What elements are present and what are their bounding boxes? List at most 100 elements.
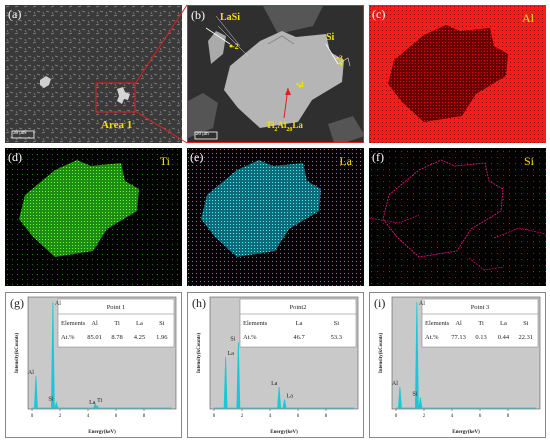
phase-label-si: Si	[326, 32, 335, 43]
panel-f-label: (f)	[372, 150, 384, 164]
table-header-cell: Ti	[114, 320, 120, 327]
x-tick-label: 6	[479, 414, 482, 419]
y-axis-label: Intensity(kCounts)	[197, 333, 202, 374]
result-table	[57, 298, 175, 348]
ti-map-image	[5, 148, 182, 286]
panel-d-ti-map: (d) Ti	[5, 148, 182, 286]
table-value-cell: 53.3	[331, 334, 342, 341]
x-tick-label: 4	[269, 414, 272, 419]
al-map-image	[369, 5, 546, 143]
table-value-cell: 85.01	[87, 334, 102, 341]
area-1-label: Area 1	[101, 119, 133, 131]
table-value-cell: 0.13	[475, 334, 486, 341]
x-axis-label: Energy(keV)	[88, 430, 116, 435]
spectrum-panel-3: Point 3 Elements Al Ti La Si At.% 77.13 0.13 0.44…	[369, 292, 546, 438]
x-tick-label: 2	[423, 414, 426, 419]
x-tick-label: 8	[507, 414, 510, 419]
table-value-cell: 4.25	[134, 334, 145, 341]
table-title: Point 3	[471, 304, 490, 311]
table-value-cell: At.%	[61, 334, 75, 341]
table-header-cell: Al	[455, 320, 462, 327]
table-value-cell: 77.13	[451, 334, 466, 341]
table-value-cell: 0.44	[498, 334, 510, 341]
panel-d-label: (d)	[8, 150, 22, 164]
spectrum-chart-2: Point2 Elements La Si At.% 46.7 53.3 Si La La La 0 2…	[197, 296, 359, 435]
peak-label: La	[271, 381, 278, 387]
peak-label: La	[89, 400, 96, 406]
element-label-la: La	[339, 154, 352, 168]
phase-label-lasi: LaSi	[220, 12, 241, 23]
x-tick-label: 2	[59, 414, 62, 419]
table-value-cell: At.%	[425, 334, 439, 341]
table-header-cell: La	[136, 320, 143, 327]
spectrum-trace	[396, 301, 536, 409]
spectrum-trace	[214, 342, 354, 409]
panel-a-label: (a)	[8, 7, 22, 21]
spectrum-panel-2: Point2 Elements La Si At.% 46.7 53.3 Si La La La 0 2…	[187, 292, 364, 438]
peak-label: Al	[419, 301, 425, 307]
panel-f-si-map: (f) Si	[369, 148, 546, 286]
peak-label: Si	[48, 397, 53, 403]
panel-b-label: (b)	[191, 8, 205, 22]
panel-b-sem-zoom: (b) LaSi Si -2 •3 • 1 Ti2Al20La 20 μm	[187, 5, 364, 143]
point-1-number: 1	[300, 80, 305, 89]
table-value-cell: 22.31	[518, 334, 533, 341]
peak-label: Al	[392, 381, 398, 387]
table-header-cell: Al	[91, 320, 98, 327]
table-header-cell: Si	[334, 320, 340, 327]
table-header-cell: Si	[523, 320, 529, 327]
phase-label-ti2al20la: Ti2Al20La	[266, 120, 303, 133]
point-1-label: • 1	[296, 80, 305, 89]
phase-la: La	[292, 120, 303, 130]
si-map-image	[369, 148, 546, 286]
spectrum-panel-label: (g)	[9, 296, 25, 311]
x-tick-label: 6	[297, 414, 300, 419]
table-value-cell: 1.96	[156, 334, 168, 341]
spectrum-panel-label: (h)	[191, 296, 207, 311]
table-header-cell: Si	[159, 320, 165, 327]
result-table	[421, 298, 539, 348]
table-value-cell: 8.78	[111, 334, 122, 341]
peak-label: Al	[28, 370, 34, 376]
scale-bar-a: 20 μm	[13, 131, 26, 136]
table-title: Point 1	[107, 304, 126, 311]
x-tick-label: 8	[143, 414, 146, 419]
element-label-al: Al	[522, 11, 534, 25]
point-2-label: -2	[232, 42, 239, 51]
panel-a-sem-overview: (a) Area 1 20 μm	[5, 5, 182, 143]
x-tick-label: 2	[241, 414, 244, 419]
table-header-cell: Elements	[425, 320, 450, 327]
table-value-cell: 46.7	[293, 334, 305, 341]
y-axis-label: Intensity(kCounts)	[379, 333, 384, 374]
phase-al-sub: 20	[286, 126, 293, 133]
peak-label: Ti	[97, 398, 102, 404]
result-table	[239, 298, 357, 348]
point-3-label: •3	[336, 54, 343, 63]
phase-ti: Ti	[266, 120, 275, 130]
spectrum-chart-3: Point 3 Elements Al Ti La Si At.% 77.13 0.13 0.44…	[379, 296, 541, 435]
x-tick-label: 4	[451, 414, 454, 419]
y-axis-label: Intensity(kCounts)	[15, 333, 20, 374]
table-header-cell: Elements	[243, 320, 268, 327]
panel-e-label: (e)	[190, 150, 204, 164]
element-label-ti: Ti	[159, 154, 170, 168]
x-tick-label: 0	[31, 414, 34, 419]
x-tick-label: 0	[395, 414, 398, 419]
point-2-number: 2	[234, 42, 239, 51]
phase-ti-sub: 2	[274, 126, 278, 133]
table-title: Point2	[290, 304, 307, 311]
x-tick-label: 6	[115, 414, 118, 419]
scale-bar-b: 20 μm	[196, 132, 209, 137]
table-header-cell: Ti	[478, 320, 484, 327]
spectrum-panel-label: (i)	[373, 296, 387, 311]
peak-label: La	[287, 394, 294, 400]
panel-c-label: (c)	[372, 7, 386, 21]
sem-zoom-image	[188, 6, 363, 142]
peak-label: Al	[55, 301, 61, 307]
peak-label: Si	[230, 336, 235, 342]
table-header-cell: Elements	[61, 320, 86, 327]
x-axis-label: Energy(keV)	[270, 430, 298, 435]
spectrum-trace	[32, 301, 172, 409]
